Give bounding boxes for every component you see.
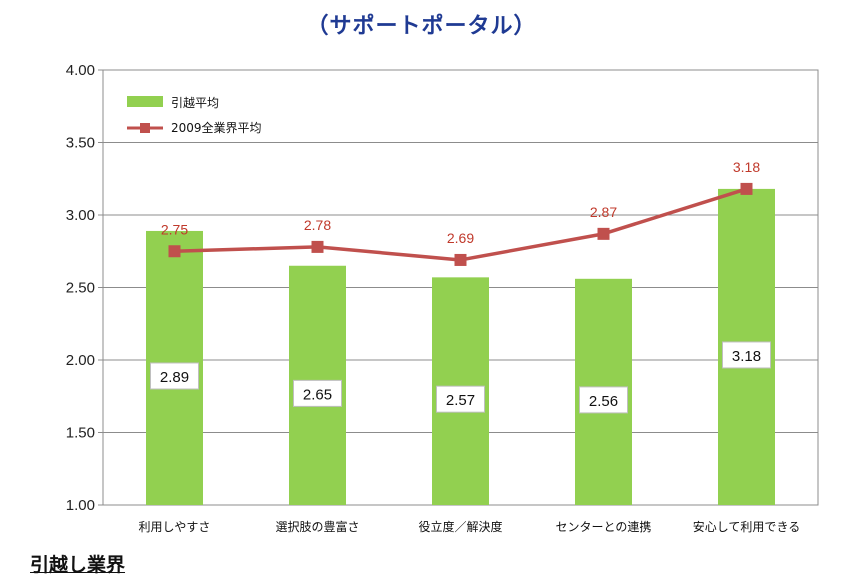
line-point-marker xyxy=(454,253,467,266)
legend-line-marker xyxy=(140,123,150,133)
legend: 引越平均 2009全業界平均 xyxy=(127,96,262,135)
line-point-marker xyxy=(597,227,610,240)
bar-value-label: 2.89 xyxy=(160,369,189,386)
series-line xyxy=(174,187,748,262)
x-category-label: 安心して利用できる xyxy=(693,519,800,534)
chart-title: （サポートポータル） xyxy=(306,14,537,39)
bar-value-label: 2.56 xyxy=(589,393,618,410)
bar-value-label-box xyxy=(436,385,485,413)
bar-value-label-box xyxy=(150,362,199,390)
section-heading: 引越し業界 xyxy=(30,554,126,576)
y-axis: 4.00 3.50 3.00 2.50 2.00 1.50 1.00 xyxy=(66,62,103,514)
y-tick-label: 1.50 xyxy=(66,425,95,442)
y-tick-label: 4.00 xyxy=(66,62,95,79)
y-tick-label: 3.00 xyxy=(66,207,95,224)
x-axis-labels: 利用しやすさ 選択肢の豊富さ 役立度／解決度 センターとの連携 安心して利用できる xyxy=(139,519,801,534)
line-point-marker xyxy=(740,182,753,195)
line-value-label: 2.87 xyxy=(590,204,617,220)
y-tick-label: 2.50 xyxy=(66,280,95,297)
bar-value-label-box xyxy=(293,379,342,407)
y-tick-label: 2.00 xyxy=(66,352,95,369)
bar-value-label: 3.18 xyxy=(732,348,761,365)
y-tick-label: 1.00 xyxy=(66,497,95,514)
x-category-label: 選択肢の豊富さ xyxy=(275,519,359,534)
line-value-label: 2.75 xyxy=(161,221,188,237)
x-category-label: センターとの連携 xyxy=(556,519,652,534)
legend-label-line: 2009全業界平均 xyxy=(171,120,262,135)
legend-label-bar: 引越平均 xyxy=(171,96,219,110)
line-value-label: 2.69 xyxy=(447,230,474,246)
bar-value-label: 2.65 xyxy=(303,386,332,403)
y-tick-label: 3.50 xyxy=(66,135,95,152)
legend-bar-swatch xyxy=(127,96,163,107)
line-point-marker xyxy=(311,240,324,253)
line-series xyxy=(168,182,753,266)
bar-value-label-box xyxy=(579,386,628,414)
line-value-label: 2.78 xyxy=(304,217,331,233)
data-labels: 2.89 2.65 2.57 2.56 3.18 2.75 2.78 2.69 2.87 3.18 xyxy=(150,159,771,414)
bar-value-label: 2.57 xyxy=(446,392,475,409)
line-point-marker xyxy=(168,245,181,258)
x-category-label: 役立度／解決度 xyxy=(418,519,502,534)
x-category-label: 利用しやすさ xyxy=(139,520,211,534)
bar-value-label-box xyxy=(722,341,771,369)
line-value-label: 3.18 xyxy=(733,159,760,175)
